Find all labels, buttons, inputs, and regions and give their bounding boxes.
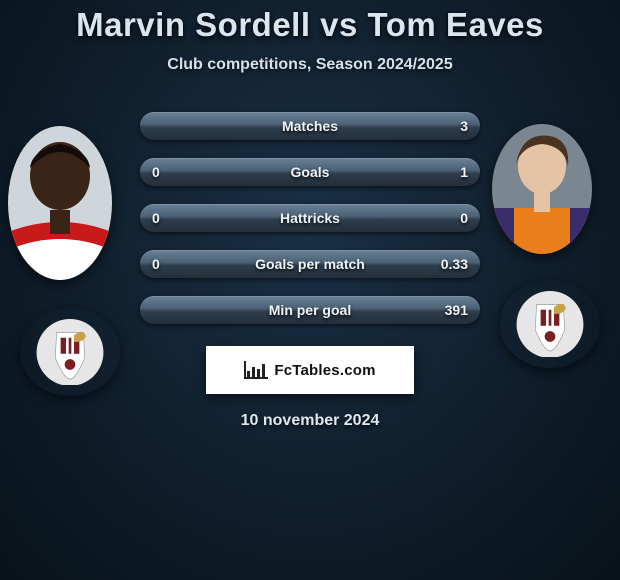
page-title: Marvin Sordell vs Tom Eaves <box>0 6 620 44</box>
stat-right-value: 1 <box>460 158 468 186</box>
stat-left-value: 0 <box>152 158 160 186</box>
comparison-card: Marvin Sordell vs Tom Eaves Club competi… <box>0 0 620 430</box>
player-right-avatar <box>492 124 592 254</box>
footer-date: 10 november 2024 <box>0 412 620 430</box>
crest-icon <box>32 319 108 386</box>
stat-row: Min per goal 391 <box>140 296 480 324</box>
stat-row: 0 Goals per match 0.33 <box>140 250 480 278</box>
stat-left-value: 0 <box>152 250 160 278</box>
source-badge: FcTables.com <box>206 346 414 394</box>
player-left-club-crest <box>20 308 120 396</box>
stat-left-value: 0 <box>152 204 160 232</box>
stat-right-value: 391 <box>445 296 468 324</box>
stat-right-value: 0.33 <box>441 250 468 278</box>
player-left-avatar-svg <box>8 126 112 280</box>
stat-row: 0 Goals 1 <box>140 158 480 186</box>
stat-row: 0 Hattricks 0 <box>140 204 480 232</box>
crest-icon <box>512 291 588 358</box>
stat-right-value: 0 <box>460 204 468 232</box>
player-right-avatar-svg <box>492 124 592 254</box>
source-label: FcTables.com <box>274 362 375 379</box>
stat-right-value: 3 <box>460 112 468 140</box>
stat-label: Matches <box>282 118 338 134</box>
stat-label: Goals <box>291 164 330 180</box>
stat-row: Matches 3 <box>140 112 480 140</box>
stat-label: Goals per match <box>255 256 365 272</box>
stat-label: Hattricks <box>280 210 340 226</box>
stat-label: Min per goal <box>269 302 351 318</box>
player-right-club-crest <box>500 280 600 368</box>
page-subtitle: Club competitions, Season 2024/2025 <box>0 56 620 74</box>
bar-chart-icon <box>244 361 268 379</box>
stats-list: Matches 3 0 Goals 1 0 Hattricks 0 0 Goal… <box>140 112 480 324</box>
player-left-avatar <box>8 126 112 280</box>
